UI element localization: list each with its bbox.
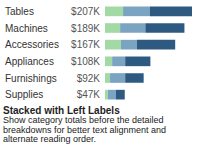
svg-text:$167K: $167K [71,39,100,50]
svg-text:$92K: $92K [77,73,101,84]
svg-text:$47K: $47K [77,89,101,100]
svg-text:Supplies: Supplies [5,89,43,100]
svg-text:$189K: $189K [71,23,100,34]
svg-text:Appliances: Appliances [5,56,54,67]
svg-text:Furnishings: Furnishings [5,73,57,84]
svg-text:$108K: $108K [71,56,100,67]
svg-text:$207K: $207K [71,6,100,17]
svg-text:Tables: Tables [5,6,34,17]
html-text:Show category totals before th: Show category totals before the detailed… [3,115,167,144]
svg-text:Machines: Machines [5,23,48,34]
svg-text:Accessories: Accessories [5,39,59,50]
html-text:Stacked with Left Labels: Stacked with Left Labels [3,105,120,116]
